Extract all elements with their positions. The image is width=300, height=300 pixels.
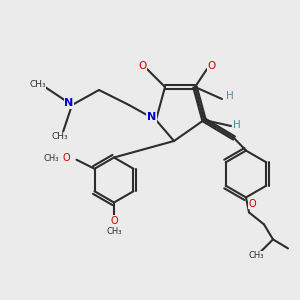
- Text: O: O: [62, 153, 70, 163]
- Text: CH₃: CH₃: [29, 80, 46, 88]
- Text: N: N: [64, 98, 74, 109]
- Text: CH₃: CH₃: [52, 132, 68, 141]
- Text: CH₃: CH₃: [43, 154, 59, 163]
- Text: H: H: [233, 119, 241, 130]
- Text: CH₃: CH₃: [249, 251, 264, 260]
- Text: N: N: [147, 112, 156, 122]
- Text: O: O: [110, 215, 118, 226]
- Text: H: H: [226, 91, 233, 101]
- Text: O: O: [207, 61, 216, 71]
- Text: O: O: [138, 61, 147, 71]
- Text: CH₃: CH₃: [106, 226, 122, 236]
- Text: O: O: [248, 199, 256, 209]
